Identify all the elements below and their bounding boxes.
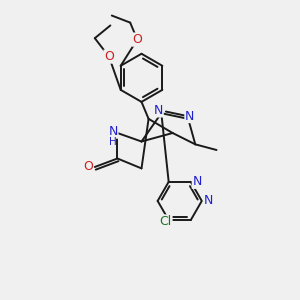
Text: Cl: Cl: [160, 215, 172, 228]
Text: N: N: [185, 110, 194, 122]
Text: O: O: [132, 33, 142, 46]
Text: O: O: [83, 160, 93, 173]
Text: N: N: [192, 175, 202, 188]
Text: O: O: [104, 50, 114, 63]
Text: N: N: [203, 194, 213, 208]
Text: H: H: [109, 136, 117, 146]
Text: N: N: [154, 104, 163, 117]
Text: N: N: [109, 125, 118, 138]
